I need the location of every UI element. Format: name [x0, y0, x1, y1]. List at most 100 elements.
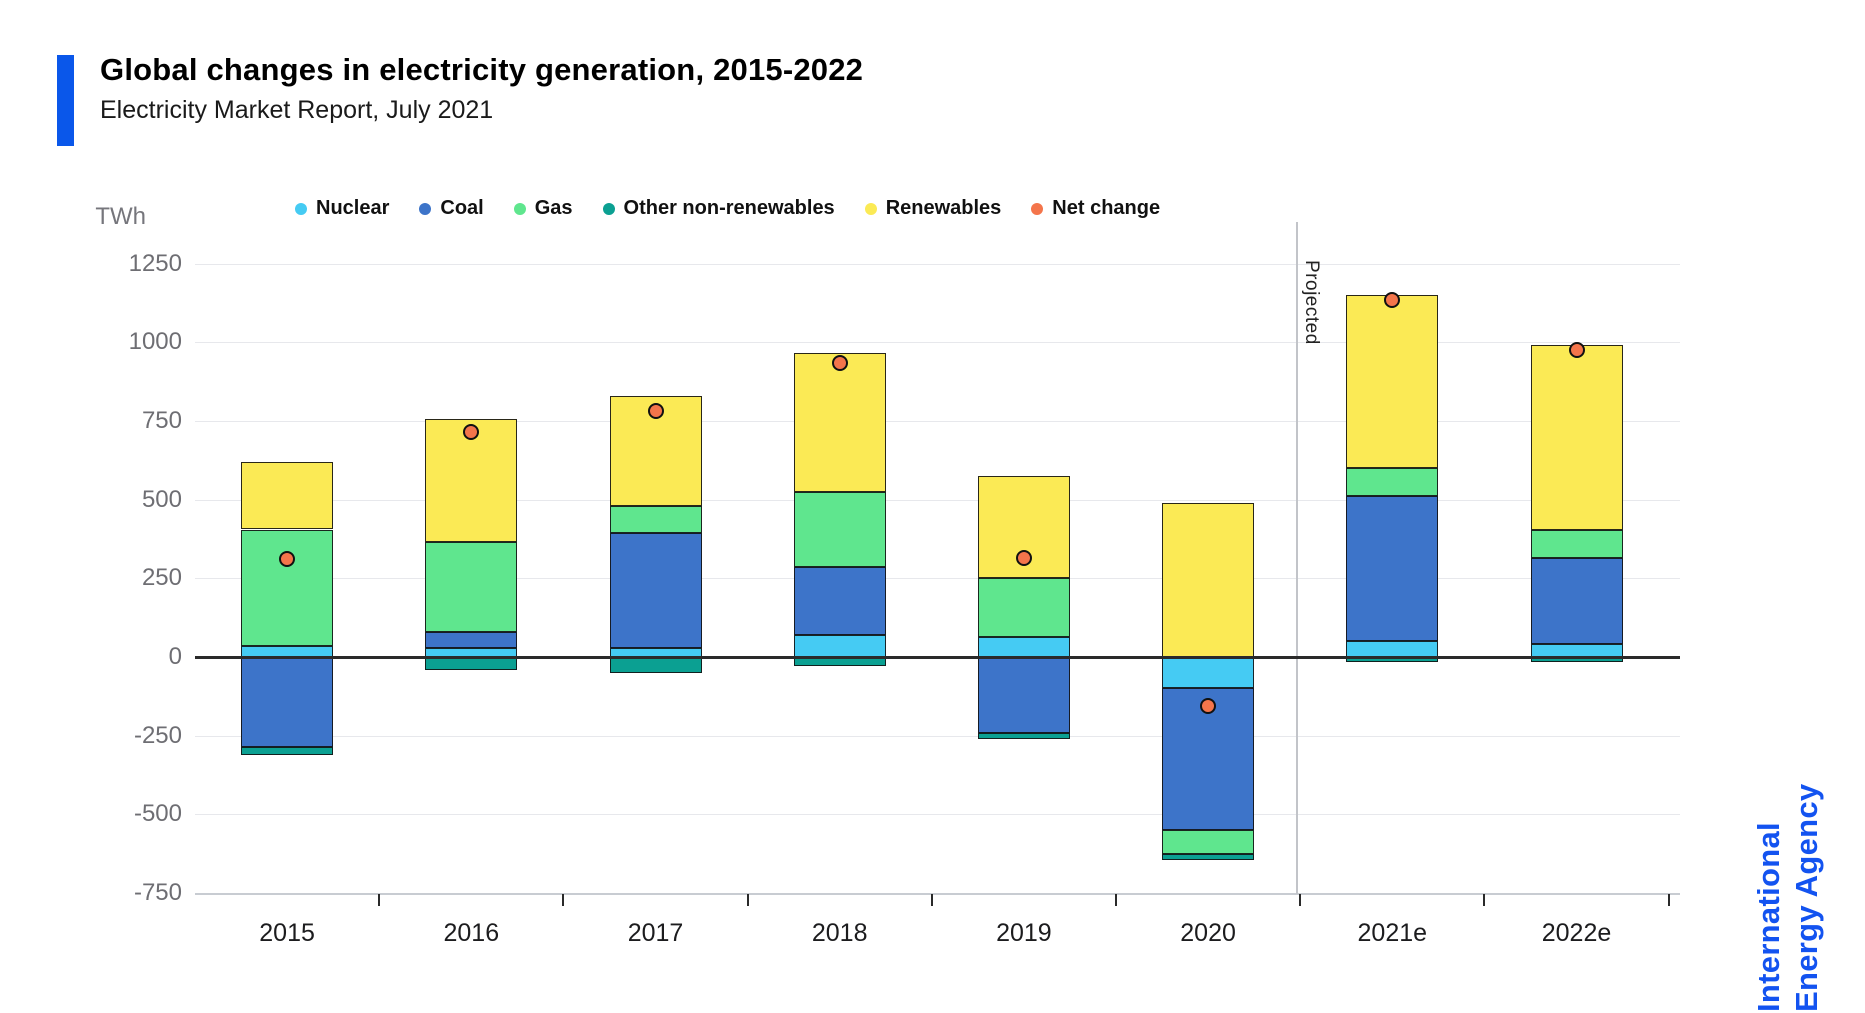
bar-segment-other-non-renewables-2020	[1162, 853, 1255, 861]
x-axis-label-2017: 2017	[627, 919, 684, 947]
net-change-dot-2019	[1015, 549, 1032, 566]
legend-dot-icon	[419, 202, 432, 215]
bar-segment-nuclear-2021e	[1346, 641, 1439, 657]
x-axis-label-2018: 2018	[811, 919, 868, 947]
bar-segment-gas-2018	[793, 491, 886, 568]
net-change-dot-2022e	[1568, 342, 1585, 359]
y-axis-label-250: 250	[141, 564, 182, 592]
legend-item-net-change: Net change	[1031, 197, 1160, 220]
bar-segment-renewables-2021e	[1346, 294, 1439, 469]
gridline-750	[195, 420, 1680, 422]
bar-segment-other-non-renewables-2015	[241, 746, 334, 755]
bar-segment-nuclear-2018	[793, 634, 886, 657]
x-axis-tick	[1483, 894, 1486, 906]
legend-item-label: Coal	[440, 197, 484, 219]
y-axis-label-750: 750	[141, 406, 182, 434]
y-axis-label-500: 500	[141, 485, 182, 513]
x-axis-tick	[930, 894, 933, 906]
x-axis-tick	[562, 894, 565, 906]
x-axis-tick	[378, 894, 381, 906]
y-axis-label-0: 0	[168, 643, 182, 670]
bar-segment-gas-2019	[977, 578, 1070, 637]
y-axis-label-1000: 1000	[128, 328, 182, 356]
bar-segment-gas-2022e	[1530, 529, 1623, 558]
bar-segment-coal-2017	[609, 532, 702, 648]
gridline--250	[195, 735, 1680, 737]
bar-segment-nuclear-2020	[1162, 657, 1255, 689]
bar-segment-nuclear-2019	[977, 636, 1070, 657]
gridline-1000	[195, 342, 1680, 344]
x-axis-tick	[1115, 894, 1117, 906]
bar-segment-gas-2021e	[1346, 468, 1439, 497]
net-change-dot-2015	[279, 551, 296, 568]
legend-item-label: Nuclear	[316, 197, 390, 219]
legend-item-gas: Gas	[513, 197, 573, 220]
bar-segment-coal-2021e	[1346, 496, 1439, 642]
x-axis-tick	[746, 894, 749, 906]
bar-segment-gas-2017	[609, 505, 702, 533]
net-change-dot-2021e	[1384, 291, 1401, 308]
net-change-dot-2020	[1200, 697, 1217, 714]
bar-segment-coal-2022e	[1530, 557, 1623, 645]
legend-item-renewables: Renewables	[864, 197, 1002, 220]
gridline-250	[195, 578, 1680, 580]
y-axis-label--500: -500	[133, 800, 182, 828]
gridline-500	[195, 499, 1680, 501]
bar-segment-renewables-2016	[425, 419, 518, 543]
legend-item-label: Net change	[1052, 197, 1161, 219]
net-change-dot-2016	[463, 423, 480, 440]
net-change-dot-2017	[647, 403, 664, 420]
legend-item-label: Renewables	[885, 197, 1002, 219]
iea-logo: International Energy Agency	[1750, 692, 1834, 1012]
net-change-dot-2018	[831, 354, 848, 371]
gridline--500	[195, 814, 1680, 816]
legend-item-nuclear: Nuclear	[295, 197, 389, 220]
x-axis-label-2016: 2016	[443, 919, 500, 947]
bar-segment-coal-2019	[977, 657, 1070, 733]
y-axis-label-1250: 1250	[128, 249, 182, 277]
legend-dot-icon	[864, 202, 877, 215]
bar-segment-renewables-2022e	[1530, 345, 1623, 530]
bar-segment-coal-2015	[241, 657, 334, 747]
bar-segment-renewables-2015	[241, 461, 334, 530]
bar-segment-renewables-2020	[1162, 502, 1255, 657]
x-axis-label-2019: 2019	[996, 919, 1052, 947]
legend-item-label: Gas	[534, 197, 573, 219]
legend-item-coal: Coal	[419, 197, 484, 220]
x-axis-tick	[1299, 894, 1302, 906]
legend-item-other-non-renewables: Other non-renewables	[602, 197, 835, 220]
page-subtitle: Electricity Market Report, July 2021	[100, 96, 494, 124]
bar-segment-gas-2020	[1162, 830, 1255, 854]
x-axis-label-2015: 2015	[259, 919, 315, 947]
x-axis-tick	[1667, 894, 1670, 906]
x-axis-line	[195, 893, 1680, 895]
x-axis-label-2020: 2020	[1180, 919, 1236, 947]
bar-segment-gas-2016	[425, 542, 518, 632]
x-axis-label-2022e: 2022e	[1541, 919, 1612, 947]
y-axis-label--250: -250	[133, 721, 182, 749]
gridline-1250	[195, 263, 1680, 265]
chart-legend: Nuclear Coal Gas Other non-renewables Renewa…	[295, 197, 1160, 220]
legend-dot-icon	[1031, 202, 1044, 215]
y-axis-unit-label: TWh	[95, 203, 146, 230]
title-accent-bar	[57, 55, 74, 146]
legend-dot-icon	[513, 202, 526, 215]
iea-logo-line2: Energy Agency	[1789, 783, 1824, 1012]
bar-segment-other-non-renewables-2017	[609, 657, 702, 673]
page-title: Global changes in electricity generation…	[100, 52, 864, 87]
bar-segment-other-non-renewables-2019	[977, 732, 1070, 739]
bar-segment-gas-2015	[241, 529, 334, 646]
bar-segment-renewables-2018	[793, 353, 886, 492]
bar-segment-coal-2018	[793, 567, 886, 635]
legend-dot-icon	[602, 202, 615, 215]
zero-axis-line	[195, 656, 1680, 659]
bar-segment-coal-2016	[425, 631, 518, 648]
projected-divider-line	[1296, 222, 1298, 894]
y-axis-label--750: -750	[133, 879, 182, 907]
projected-label: Projected	[1301, 260, 1322, 345]
x-axis-label-2021e: 2021e	[1357, 919, 1428, 947]
legend-dot-icon	[295, 202, 307, 215]
iea-logo-line1: International	[1751, 822, 1786, 1012]
legend-item-label: Other non-renewables	[623, 197, 835, 219]
